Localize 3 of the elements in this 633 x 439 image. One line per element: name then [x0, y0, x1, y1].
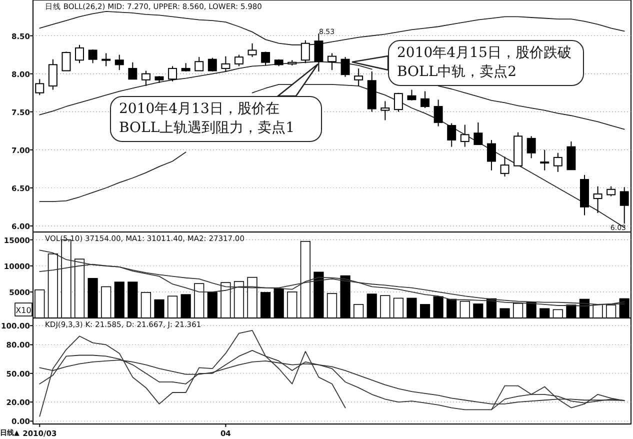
y-axis-title: X10 [16, 306, 32, 315]
annotation: 2010年4月13日，股价在BOLL上轨遇到阻力，卖点1 [110, 96, 322, 142]
annotation: 2010年4月15日，股价跌破BOLL中轨，卖点2 [388, 40, 584, 86]
